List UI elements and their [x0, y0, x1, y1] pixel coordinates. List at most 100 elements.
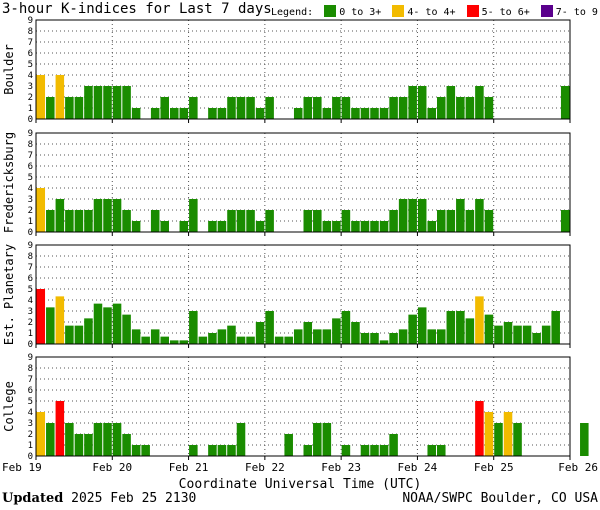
bar — [65, 423, 74, 456]
bar — [398, 329, 408, 344]
bar — [322, 423, 332, 456]
bar — [103, 86, 112, 119]
bar — [93, 199, 103, 232]
bar — [313, 97, 322, 119]
bar — [313, 329, 322, 344]
bar — [208, 333, 217, 344]
y-tick-label: 0 — [28, 452, 33, 462]
bar — [236, 210, 246, 232]
updated-value: 2025 Feb 25 2130 — [71, 491, 197, 506]
bar — [160, 97, 169, 119]
bar — [46, 423, 55, 456]
panel-frame — [35, 19, 571, 120]
y-tick-label: 7 — [28, 375, 33, 385]
x-tick-label: Feb 24 — [398, 461, 438, 474]
bar — [484, 412, 494, 456]
bar — [93, 86, 103, 119]
bar — [437, 329, 446, 344]
bar — [332, 318, 341, 344]
y-tick-label: 2 — [28, 318, 33, 328]
bar — [284, 434, 293, 456]
bar — [179, 221, 189, 232]
y-tick-label: 9 — [28, 353, 33, 363]
bar — [351, 221, 360, 232]
panel-label: College — [2, 381, 16, 432]
bar — [36, 412, 46, 456]
updated-label: Updated — [2, 491, 64, 506]
bar — [456, 97, 465, 119]
legend-item-7-9: 7- to 9 — [555, 7, 598, 18]
bar — [55, 401, 65, 456]
y-tick-label: 4 — [28, 184, 33, 194]
bar — [179, 340, 189, 344]
y-tick-label: 9 — [28, 16, 33, 26]
bar — [503, 322, 513, 344]
y-tick-label: 3 — [28, 82, 33, 92]
bar — [112, 199, 122, 232]
bar — [437, 210, 446, 232]
bar — [475, 86, 484, 119]
bar — [475, 401, 484, 456]
bar — [303, 97, 313, 119]
bar — [198, 336, 208, 344]
panel-frame — [35, 244, 571, 345]
x-tick-label: Feb 19 — [2, 461, 42, 474]
bar — [227, 445, 236, 456]
y-tick-label: 6 — [28, 162, 33, 172]
bar — [227, 325, 236, 344]
bar — [465, 97, 475, 119]
bar — [427, 108, 436, 119]
bar — [255, 221, 265, 232]
bar — [560, 86, 570, 119]
y-tick-label: 5 — [28, 173, 33, 183]
bar — [84, 210, 93, 232]
y-tick-label: 2 — [28, 93, 33, 103]
legend: Legend: 0 to 3+ 4- to 4+ 5- to 6+ 7- to … — [271, 5, 598, 18]
bar — [131, 221, 141, 232]
bar — [36, 188, 46, 232]
bar — [503, 412, 513, 456]
legend-swatch-yellow — [392, 5, 405, 17]
y-tick-label: 9 — [28, 241, 33, 251]
legend-swatch-red — [466, 5, 479, 17]
bar — [236, 97, 246, 119]
bar — [217, 221, 227, 232]
bar — [370, 445, 379, 456]
y-tick-label: 0 — [28, 228, 33, 238]
bar — [427, 329, 436, 344]
bar — [103, 307, 112, 344]
y-tick-label: 6 — [28, 49, 33, 59]
y-tick-label: 3 — [28, 195, 33, 205]
bar — [208, 445, 217, 456]
bar — [370, 333, 379, 344]
bar — [408, 314, 417, 344]
bar — [513, 423, 522, 456]
bar — [484, 314, 494, 344]
panel-label: Est. Planetary — [2, 244, 16, 345]
bar — [522, 325, 532, 344]
x-tick-label: Feb 22 — [245, 461, 285, 474]
y-tick-label: 7 — [28, 38, 33, 48]
bar — [341, 210, 351, 232]
bar — [313, 210, 322, 232]
x-tick-label: Feb 21 — [169, 461, 209, 474]
bar — [36, 75, 46, 119]
bar — [246, 336, 255, 344]
bar — [398, 97, 408, 119]
bar — [122, 314, 131, 344]
bar — [217, 329, 227, 344]
bar — [74, 434, 84, 456]
bar — [389, 434, 398, 456]
legend-label: Legend: — [271, 7, 314, 18]
bar — [360, 445, 370, 456]
bar — [112, 86, 122, 119]
y-tick-label: 6 — [28, 274, 33, 284]
bar — [265, 311, 274, 344]
bar — [351, 322, 360, 344]
y-tick-label: 9 — [28, 129, 33, 139]
bar — [150, 210, 160, 232]
y-tick-label: 3 — [28, 307, 33, 317]
bar — [246, 97, 255, 119]
y-tick-label: 1 — [28, 329, 33, 339]
y-tick-label: 0 — [28, 115, 33, 125]
